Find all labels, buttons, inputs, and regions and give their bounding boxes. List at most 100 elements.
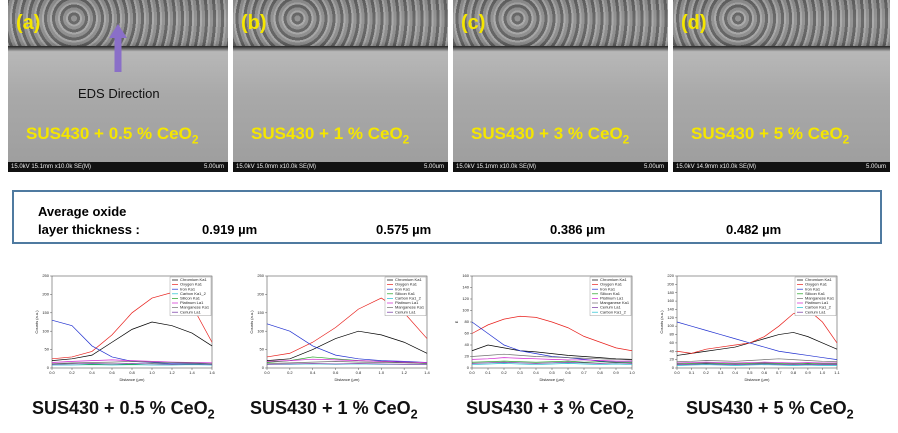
caption-text: SUS430 + 5 % CeO — [691, 124, 843, 143]
x-tick-label: 0.2 — [703, 370, 709, 375]
series-line — [676, 358, 838, 363]
series-line — [266, 358, 428, 363]
y-tick-label: 50 — [45, 347, 50, 352]
x-tick-label: 0.2 — [287, 370, 293, 375]
series-line — [471, 361, 633, 364]
caption-subscript: 2 — [191, 132, 199, 147]
legend-label: Manganese Ka1 — [180, 305, 210, 310]
x-tick-label: 0.4 — [89, 370, 95, 375]
x-tick-label: 1.4 — [424, 370, 430, 375]
series-line — [471, 321, 632, 363]
series-line — [471, 357, 632, 362]
series-line — [266, 330, 428, 361]
y-tick-label: 140 — [667, 307, 674, 312]
eds-chart: 0 50 100 150 200 250 0.0 0.2 0.4 0.6 0.8 1.0 1.2 1.4 D… — [249, 273, 430, 382]
x-tick-label: 0.0 — [264, 370, 270, 375]
legend-label: Silicon Ka1 — [180, 295, 201, 300]
series-line — [676, 321, 838, 360]
series-line — [51, 321, 213, 361]
x-tick-label: 1.0 — [379, 370, 385, 375]
legend-label: Cerium La1 — [600, 305, 621, 310]
y-tick-label: 60 — [465, 331, 470, 336]
x-axis-label: Distance (µm) — [745, 377, 771, 382]
y-tick-label: 40 — [670, 348, 675, 353]
thickness-value: 0.919 µm — [202, 222, 258, 237]
x-tick-label: 1.2 — [401, 370, 407, 375]
eds-direction: EDS Direction — [78, 86, 160, 101]
legend-label: Iron Ka1 — [805, 286, 821, 291]
y-tick-label: 80 — [465, 319, 470, 324]
sem-info: 15.0kV 15.0mm x10.0k SE(M) — [236, 164, 317, 170]
sem-scale: 5.00um — [423, 164, 444, 170]
x-axis-label: Distance (µm) — [120, 377, 146, 382]
x-tick-label: 0.1 — [689, 370, 695, 375]
y-tick-label: 140 — [462, 285, 469, 290]
panel-label: (b) — [241, 12, 267, 34]
legend-box — [384, 276, 427, 316]
y-tick-label: 0 — [262, 365, 265, 370]
x-tick-label: 0.0 — [469, 370, 475, 375]
y-tick-label: 0 — [672, 365, 675, 370]
thickness-value: 0.386 µm — [550, 222, 606, 237]
caption-subscript: 2 — [402, 132, 410, 147]
x-tick-label: 0.4 — [533, 370, 539, 375]
x-tick-label: 0.6 — [109, 370, 115, 375]
series-line — [266, 323, 428, 363]
legend-label: Chromium Ka1 — [805, 277, 832, 282]
x-tick-label: 0.9 — [805, 370, 811, 375]
sem-image: (c) SUS430 + 3 % CeO2 15.0kV 15.1mm x10.… — [453, 0, 668, 172]
legend-label: Chromium Ka1 — [395, 277, 422, 282]
legend-label: Cerium La1 — [180, 309, 201, 314]
y-axis-label: Counts (a.u.) — [34, 310, 39, 334]
legend-label: Chromium Ka1 — [600, 277, 627, 282]
y-axis-label: Counts (a.u.) — [249, 310, 254, 334]
caption-subscript: 2 — [842, 132, 850, 147]
series-line — [471, 363, 633, 365]
y-axis-label: E — [454, 320, 459, 323]
x-tick-label: 0.2 — [69, 370, 75, 375]
y-tick-label: 220 — [667, 273, 674, 278]
thickness-label: Average oxide — [38, 204, 127, 219]
sem-scale: 5.00um — [643, 164, 664, 170]
x-tick-label: 1.0 — [149, 370, 155, 375]
series-line — [676, 362, 837, 365]
legend-label: Oxygen Ka1 — [395, 282, 418, 287]
x-axis-label: Distance (µm) — [540, 377, 566, 382]
x-tick-label: 0.0 — [49, 370, 55, 375]
caption-text: SUS430 + 1 % CeO — [251, 124, 403, 143]
y-tick-label: 100 — [667, 323, 674, 328]
caption-text: SUS430 + 3 % CeO — [466, 398, 627, 418]
chart-caption: SUS430 + 3 % CeO2 — [466, 398, 634, 422]
series-line — [471, 315, 633, 352]
legend-label: Carbon Ka1_2 — [600, 309, 627, 314]
y-tick-label: 100 — [257, 328, 264, 333]
y-tick-label: 80 — [670, 332, 675, 337]
x-tick-label: 0.5 — [747, 370, 753, 375]
legend-label: Iron Ka1 — [600, 286, 616, 291]
sem-scale: 5.00um — [203, 164, 224, 170]
y-tick-label: 150 — [257, 310, 264, 315]
x-tick-label: 0.2 — [501, 370, 507, 375]
x-tick-label: 0.6 — [761, 370, 767, 375]
chart-caption: SUS430 + 0.5 % CeO2 — [32, 398, 215, 422]
series-line — [51, 361, 213, 364]
sem-caption: SUS430 + 5 % CeO2 — [691, 124, 849, 146]
x-tick-label: 0.4 — [310, 370, 316, 375]
series-line — [266, 363, 427, 365]
legend-label: Manganese Ka1 — [805, 295, 835, 300]
caption-subscript: 2 — [622, 132, 630, 147]
caption-text: SUS430 + 1 % CeO — [250, 398, 411, 418]
eds-arrow — [109, 24, 127, 72]
series-line — [51, 359, 213, 364]
x-tick-label: 0.7 — [776, 370, 782, 375]
series-line — [676, 332, 838, 356]
sem-image: (a) EDS Direction SUS430 + 0.5 % CeO2 15… — [8, 0, 228, 172]
legend-label: Oxygen Ka1 — [180, 282, 203, 287]
y-tick-label: 40 — [465, 342, 470, 347]
legend-box — [169, 276, 212, 316]
panel-label: (d) — [681, 12, 707, 34]
x-tick-label: 0.8 — [356, 370, 362, 375]
y-axis-label: Counts (a.u.) — [659, 310, 664, 334]
x-tick-label: 0.8 — [597, 370, 603, 375]
